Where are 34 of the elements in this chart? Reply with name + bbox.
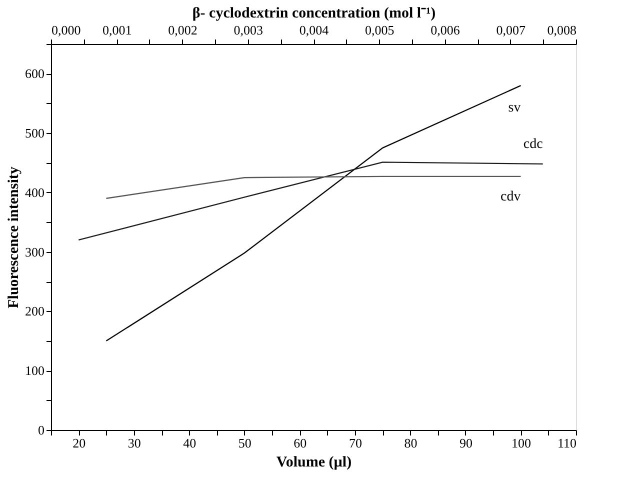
x2-axis-title: β- cyclodextrin concentration (mol l⁻¹) [192,6,436,22]
y-tick-label: 100 [25,363,44,378]
x2-tick-label: 0,005 [365,22,394,38]
x2-tick-label: 0,006 [430,22,460,38]
x2-tick-label: 0,003 [234,22,263,38]
y-tick-label: 300 [25,244,44,260]
line-series [78,162,544,241]
x2-tick-label: 0,001 [102,22,132,38]
x2-tick-label: 0,000 [52,22,81,38]
x-tick-label: 20 [72,436,86,450]
y-tick-label: 600 [25,66,44,82]
x-tick-label: 110 [557,436,576,450]
y-tick-label: 400 [25,184,44,200]
x-tick-label: 40 [183,436,196,450]
x2-tick-label: 0,002 [168,22,198,38]
x-tick-label: 100 [511,436,531,450]
series-label: sv [508,100,521,116]
x-tick-label: 60 [294,436,307,450]
x2-tick-label: 0,007 [496,22,526,38]
line-series [106,84,522,342]
x2-tick-label: 0,004 [299,22,330,38]
x-tick-label: 30 [128,436,141,450]
x-tick-label: 90 [459,436,472,450]
y-tick-label: 500 [25,126,44,141]
y-axis-title: Fluorescence intensity [6,166,22,308]
x-tick-label: 50 [238,436,252,450]
y-tick-label: 0 [38,422,44,438]
x-tick-label: 80 [404,436,418,450]
x-axis-title: Volume (µl) [276,454,352,470]
y-tick-label: 200 [25,304,44,319]
x2-tick-label: 0,008 [547,22,576,38]
x-tick-label: 70 [348,436,362,450]
series-label: cdc [523,136,543,152]
series-label: cdv [500,189,521,204]
